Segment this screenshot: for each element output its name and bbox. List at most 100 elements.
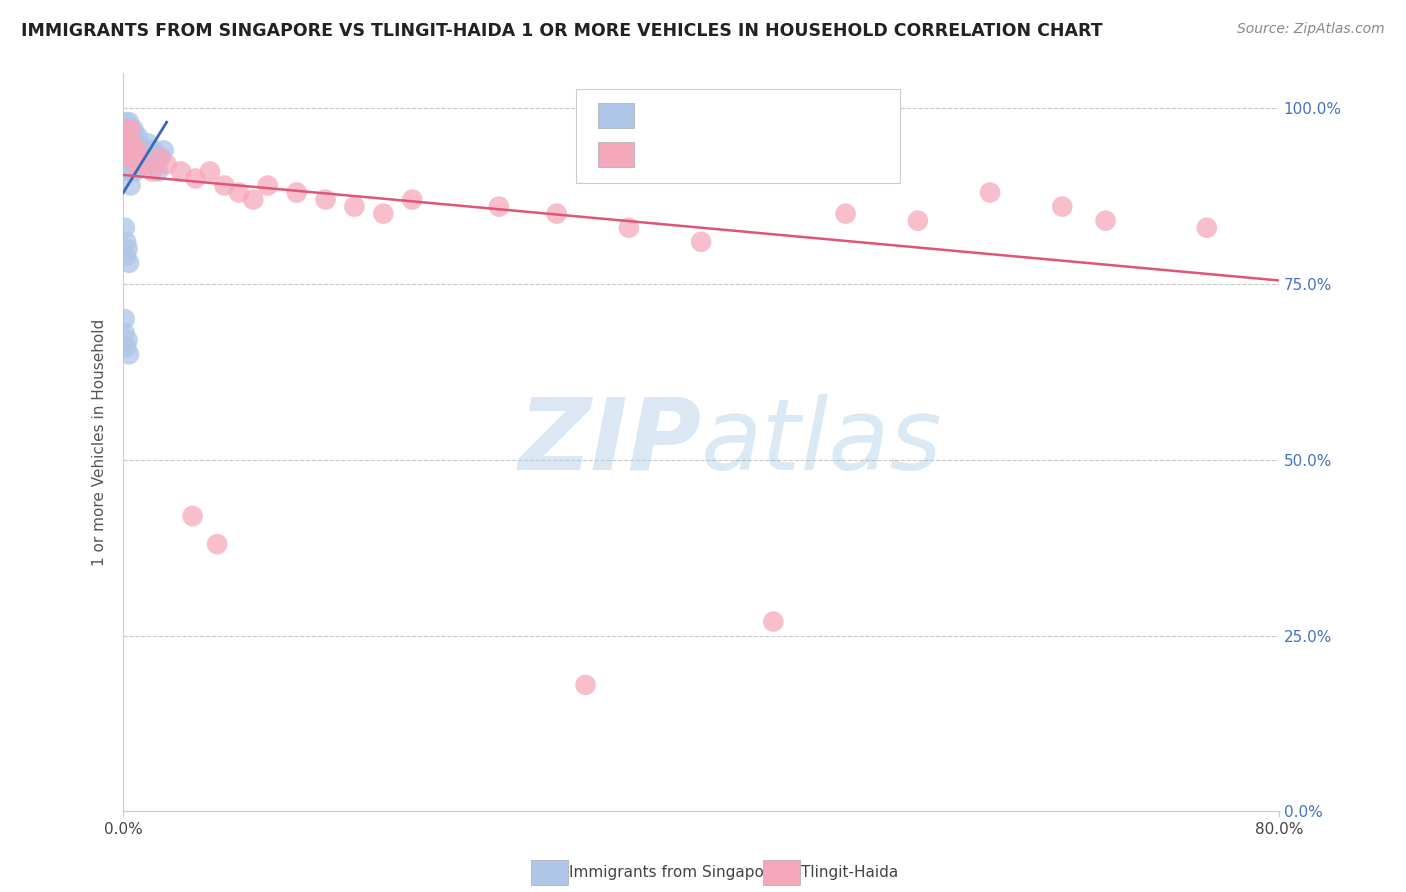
Point <box>115 235 138 249</box>
Point <box>128 136 150 151</box>
Point <box>120 122 142 136</box>
Point <box>131 150 153 164</box>
Point <box>134 144 156 158</box>
Point <box>121 136 143 151</box>
Point <box>205 537 228 551</box>
Point <box>149 150 172 164</box>
Point <box>546 207 568 221</box>
Point <box>214 178 236 193</box>
Point <box>146 164 169 178</box>
Point <box>343 200 366 214</box>
Point <box>401 193 423 207</box>
Text: -0.136: -0.136 <box>685 145 744 163</box>
Point <box>125 150 148 164</box>
Point <box>198 164 221 178</box>
Y-axis label: 1 or more Vehicles in Household: 1 or more Vehicles in Household <box>93 318 107 566</box>
Point <box>118 115 141 129</box>
Point <box>117 122 139 136</box>
Point <box>121 164 143 178</box>
Point <box>114 144 136 158</box>
Point <box>136 136 159 151</box>
Text: R =: R = <box>643 107 679 125</box>
Point <box>1094 213 1116 227</box>
Text: 40: 40 <box>797 145 820 163</box>
Point <box>141 164 163 178</box>
Point <box>117 333 139 347</box>
Point <box>121 129 143 144</box>
Point <box>115 157 138 171</box>
Text: 0.191: 0.191 <box>685 107 742 125</box>
Point <box>122 122 145 136</box>
Point <box>115 249 138 263</box>
Point <box>143 157 166 171</box>
Point <box>979 186 1001 200</box>
Point <box>184 171 207 186</box>
Point <box>117 136 139 151</box>
Point <box>574 678 596 692</box>
Point <box>488 200 510 214</box>
Point <box>315 193 337 207</box>
Text: N =: N = <box>758 107 794 125</box>
Point <box>120 136 142 151</box>
Point <box>125 136 148 151</box>
Point <box>115 129 138 144</box>
Point <box>122 136 145 151</box>
Point <box>690 235 713 249</box>
Point <box>125 157 148 171</box>
Text: Tlingit-Haida: Tlingit-Haida <box>801 865 898 880</box>
Point <box>120 122 142 136</box>
Text: 54: 54 <box>797 107 820 125</box>
Point <box>132 157 155 171</box>
Point <box>118 256 141 270</box>
Text: ZIP: ZIP <box>519 393 702 491</box>
Point <box>117 136 139 151</box>
Point <box>115 340 138 354</box>
Point <box>617 220 640 235</box>
Point <box>156 157 179 171</box>
Point <box>114 122 136 136</box>
Point <box>242 193 264 207</box>
Point <box>114 312 136 326</box>
Point <box>115 115 138 129</box>
Point <box>124 129 146 144</box>
Point <box>117 242 139 256</box>
Point <box>118 347 141 361</box>
Point <box>1195 220 1218 235</box>
Point <box>120 178 142 193</box>
Point <box>122 157 145 171</box>
Point <box>134 157 156 171</box>
Point <box>256 178 278 193</box>
Point <box>138 157 160 171</box>
Text: Source: ZipAtlas.com: Source: ZipAtlas.com <box>1237 22 1385 37</box>
Point <box>127 144 149 158</box>
Point <box>285 186 308 200</box>
Point <box>139 144 162 158</box>
Text: R =: R = <box>643 145 679 163</box>
Point <box>118 144 141 158</box>
Point <box>127 129 149 144</box>
Point <box>762 615 785 629</box>
Point <box>114 326 136 341</box>
Point <box>834 207 856 221</box>
Text: atlas: atlas <box>702 393 943 491</box>
Point <box>135 150 157 164</box>
Point <box>118 129 141 144</box>
Point <box>228 186 250 200</box>
Point <box>114 129 136 144</box>
Point <box>1052 200 1074 214</box>
Point <box>120 150 142 164</box>
Text: N =: N = <box>758 145 794 163</box>
Point <box>142 144 165 158</box>
Point <box>373 207 395 221</box>
Point <box>152 144 174 158</box>
Point <box>118 164 141 178</box>
Point <box>124 144 146 158</box>
Point <box>181 509 204 524</box>
Point <box>124 150 146 164</box>
Point <box>170 164 193 178</box>
Point <box>127 144 149 158</box>
Point <box>124 164 146 178</box>
Point <box>114 220 136 235</box>
Point <box>117 150 139 164</box>
Point <box>907 213 929 227</box>
